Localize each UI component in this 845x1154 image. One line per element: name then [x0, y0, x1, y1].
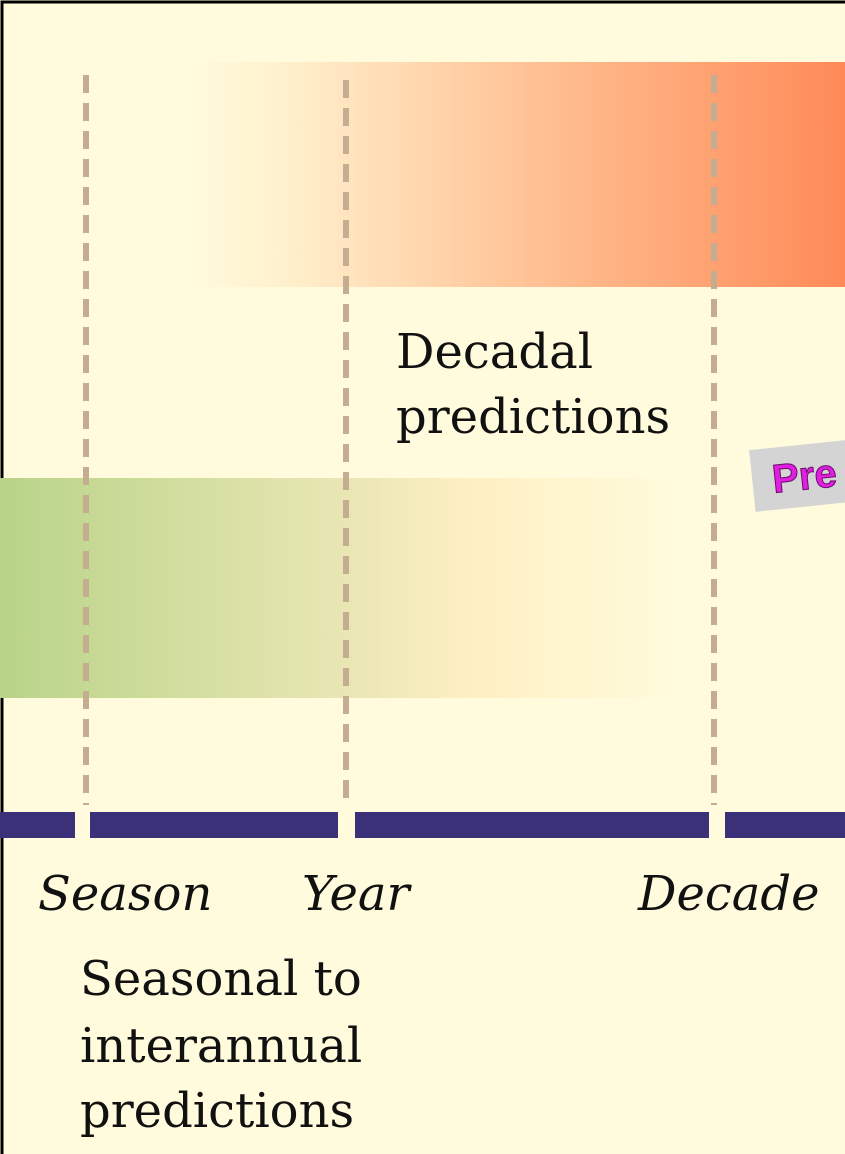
bar-segment [0, 812, 75, 838]
bar-segment [355, 812, 709, 838]
seasonal-label: Seasonal to [80, 951, 362, 1007]
box-text: Pre [770, 451, 839, 502]
timeline-label: Decade [637, 866, 820, 922]
seasonal-label: interannual [80, 1018, 362, 1074]
bar-segment [725, 812, 845, 838]
seasonal-band [0, 478, 680, 698]
cropped-box: Pre [749, 437, 845, 512]
decadal-label: predictions [396, 389, 670, 445]
timeline-label: Season [38, 866, 212, 922]
box [749, 437, 845, 512]
timeline-label: Year [302, 866, 413, 922]
bar-segment [90, 812, 338, 838]
dashed-lines [83, 75, 717, 805]
decadal-label: Decadal [396, 324, 593, 380]
timeline-bar [0, 812, 845, 838]
seasonal-label: predictions [80, 1083, 354, 1139]
decadal-band [190, 62, 845, 287]
